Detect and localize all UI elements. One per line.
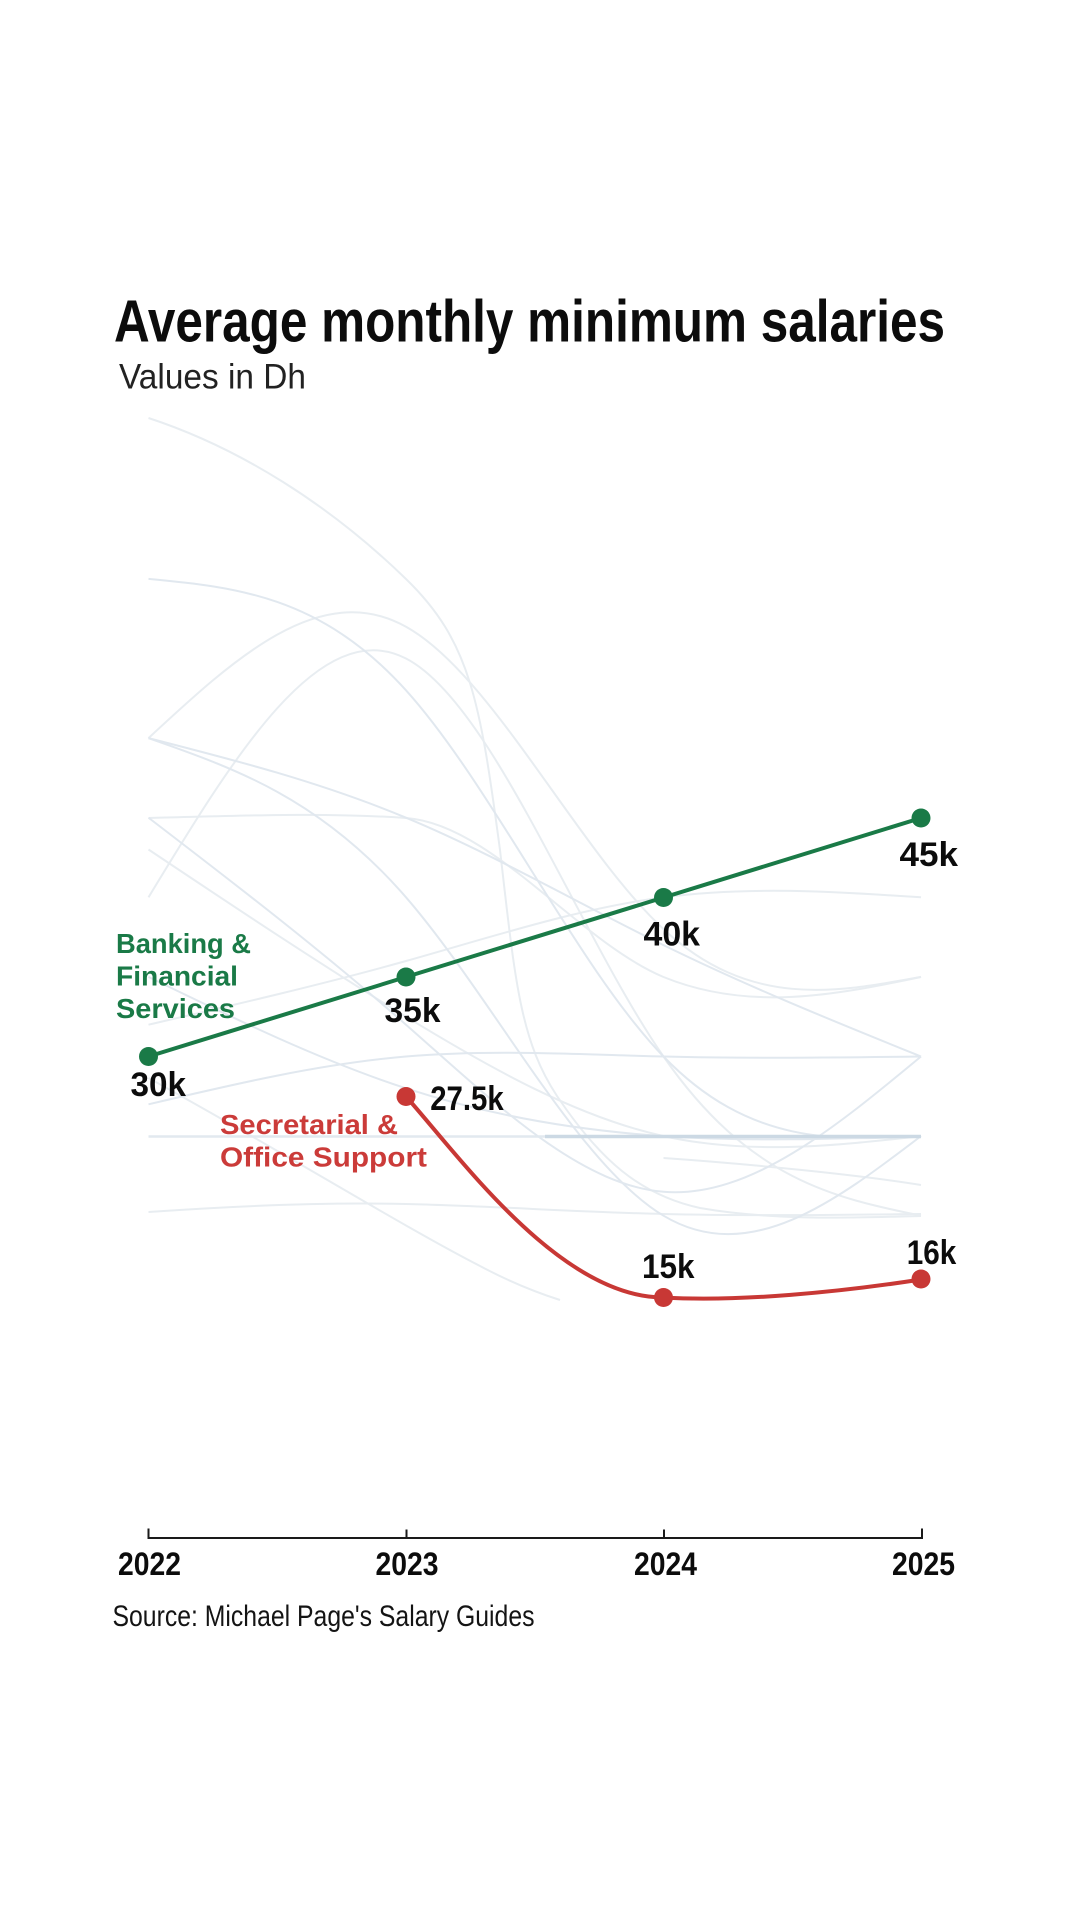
svg-text:Financial: Financial [116, 961, 238, 992]
svg-text:35k: 35k [385, 992, 441, 1030]
svg-text:45k: 45k [900, 836, 959, 874]
svg-text:40k: 40k [644, 916, 701, 954]
svg-text:Values in Dh: Values in Dh [119, 358, 306, 397]
svg-text:Office Support: Office Support [220, 1142, 427, 1173]
svg-text:2022: 2022 [118, 1546, 181, 1582]
svg-text:Secretarial &: Secretarial & [220, 1109, 398, 1140]
svg-text:16k: 16k [907, 1234, 957, 1272]
svg-text:27.5k: 27.5k [430, 1080, 504, 1118]
svg-text:15k: 15k [642, 1248, 695, 1286]
svg-text:Services: Services [116, 993, 235, 1024]
svg-text:30k: 30k [131, 1066, 187, 1104]
svg-text:2023: 2023 [376, 1546, 439, 1582]
svg-text:Banking &: Banking & [116, 928, 251, 959]
svg-text:2025: 2025 [892, 1546, 955, 1582]
svg-text:2024: 2024 [634, 1546, 697, 1582]
svg-text:Average monthly minimum salari: Average monthly minimum salaries [114, 289, 945, 355]
svg-text:Source: Michael Page's Salary: Source: Michael Page's Salary Guides [113, 1600, 535, 1633]
